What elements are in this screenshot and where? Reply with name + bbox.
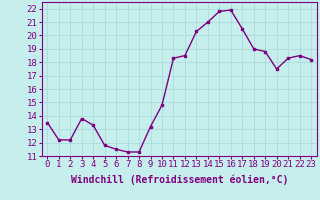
X-axis label: Windchill (Refroidissement éolien,°C): Windchill (Refroidissement éolien,°C)	[70, 175, 288, 185]
